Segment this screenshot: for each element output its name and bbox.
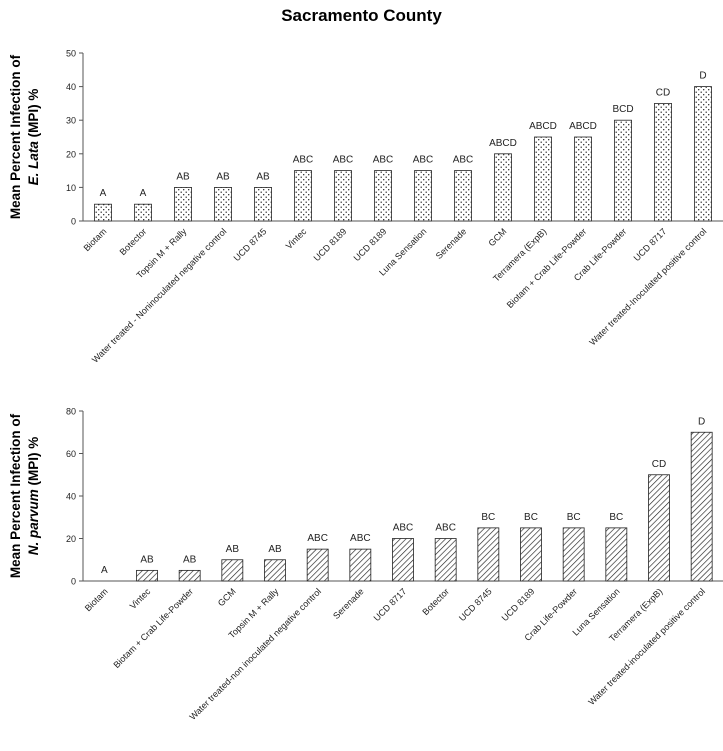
category-label: Botector [420, 586, 451, 617]
category-label: UCD 8745 [232, 226, 269, 263]
significance-letter: D [698, 416, 705, 427]
category-label: Biotam [83, 586, 110, 613]
y-tick-label: 10 [66, 183, 76, 193]
category-label: Vintec [284, 226, 309, 251]
bar [454, 170, 472, 222]
significance-letter: CD [652, 459, 666, 470]
category-label: UCD 8717 [632, 226, 669, 263]
bar [294, 170, 312, 222]
bar [562, 527, 585, 582]
bar [534, 136, 552, 222]
significance-letter: ABC [453, 155, 474, 166]
bar [477, 527, 500, 582]
significance-letter: AB [176, 171, 190, 182]
bar [574, 136, 592, 222]
bar [605, 527, 628, 582]
y-axis-title-line1: Mean Percent Infection of [8, 413, 23, 578]
y-tick-label: 60 [66, 449, 76, 459]
significance-letter: BC [567, 512, 581, 523]
significance-letter: ABC [350, 533, 371, 544]
significance-letter: A [100, 188, 107, 199]
y-tick-label: 40 [66, 82, 76, 92]
y-axis-title-line2: N. parvum (MPI) % [26, 437, 41, 556]
significance-letter: ABC [307, 533, 328, 544]
bar [414, 170, 432, 222]
bar [94, 203, 112, 222]
y-axis-title-line2: E. Lata (MPI) % [26, 89, 41, 186]
chart-e-lata: 0 10 20 30 40 50 Mean Percent Infection of E. L… [8, 49, 723, 365]
category-label: UCD 8189 [312, 226, 349, 263]
bar [174, 186, 192, 222]
chart-n-parvum: 0 20 40 60 80 Mean Percent Infection of N. par… [8, 407, 723, 722]
bar [648, 474, 670, 582]
significance-letter: ABCD [489, 138, 517, 149]
bar [392, 538, 414, 582]
significance-letter: ABC [413, 155, 434, 166]
category-label: UCD 8717 [372, 586, 409, 623]
bar [254, 186, 272, 222]
category-label: UCD 8745 [457, 586, 494, 623]
category-label: UCD 8189 [352, 226, 389, 263]
category-label: Biotam + Crab Life-Powder [111, 586, 195, 670]
significance-letter: ABCD [529, 121, 557, 132]
significance-letter: ABCD [569, 121, 597, 132]
significance-letter: AB [140, 554, 154, 565]
figure-title: Sacramento County [281, 6, 442, 25]
significance-letter: BCD [612, 104, 633, 115]
significance-letter: CD [656, 87, 670, 98]
significance-letter: AB [268, 544, 282, 555]
significance-letter: ABC [435, 523, 456, 534]
bar [349, 548, 372, 582]
significance-letter: ABC [333, 155, 354, 166]
bar [374, 170, 392, 222]
bar [434, 538, 457, 582]
significance-letter: AB [256, 171, 270, 182]
bar [214, 186, 232, 222]
significance-letter: ABC [393, 523, 414, 534]
bar [690, 431, 713, 582]
category-label: Vintec [128, 586, 153, 611]
bar [136, 569, 158, 582]
bar [494, 153, 512, 222]
bar [654, 103, 672, 222]
category-label: GCM [216, 586, 238, 608]
y-tick-label: 80 [66, 407, 76, 417]
y-tick-label: 40 [66, 492, 76, 502]
bar [334, 170, 352, 222]
significance-letter: BC [609, 512, 623, 523]
y-tick-label: 20 [66, 149, 76, 159]
bar [306, 548, 329, 582]
category-label: UCD 8189 [500, 586, 537, 623]
significance-letter: BC [524, 512, 538, 523]
y-tick-label: 0 [71, 577, 76, 587]
significance-letter: AB [183, 554, 197, 565]
significance-letter: AB [226, 544, 240, 555]
category-label: Serenade [331, 586, 366, 621]
bar [694, 86, 712, 222]
category-label: Botector [118, 226, 149, 257]
significance-letter: AB [216, 171, 230, 182]
significance-letter: ABC [373, 155, 394, 166]
significance-letter: BC [481, 512, 495, 523]
category-label: Biotam [82, 226, 109, 253]
y-axis-title-line1: Mean Percent Infection of [8, 54, 23, 219]
bar [520, 527, 542, 582]
bar [264, 559, 286, 582]
y-tick-label: 0 [71, 217, 76, 227]
significance-letter: A [101, 565, 108, 576]
y-tick-label: 30 [66, 116, 76, 126]
significance-letter: A [140, 188, 147, 199]
significance-letter: D [699, 71, 706, 82]
category-label: Serenade [434, 226, 469, 261]
bar [221, 559, 244, 582]
category-label: GCM [486, 226, 508, 248]
bar [134, 203, 152, 222]
bar [614, 119, 632, 222]
category-label: Biotam + Crab Life-Powder [505, 226, 589, 310]
y-tick-label: 20 [66, 534, 76, 544]
bar [178, 569, 201, 582]
y-tick-label: 50 [66, 49, 76, 59]
significance-letter: ABC [293, 155, 314, 166]
